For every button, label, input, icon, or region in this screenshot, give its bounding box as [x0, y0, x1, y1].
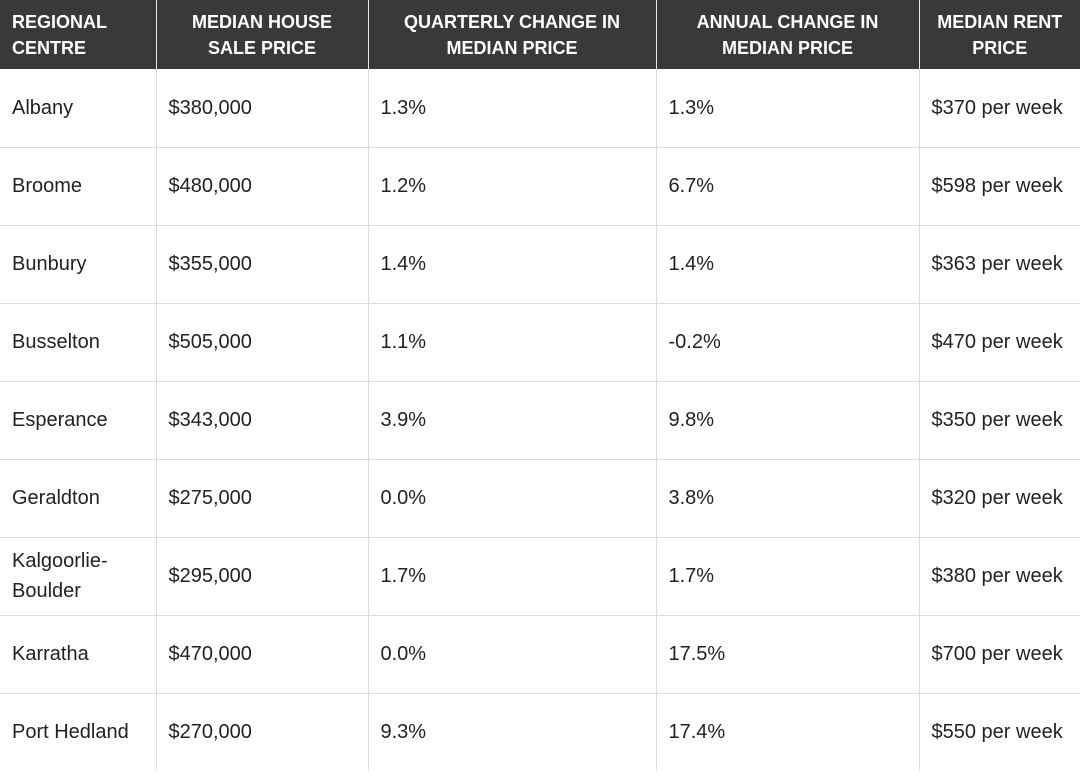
table-row: Albany $380,000 1.3% 1.3% $370 per week	[0, 69, 1080, 147]
cell-annual-change: 1.7%	[656, 537, 919, 615]
cell-quarterly-change: 0.0%	[368, 615, 656, 693]
table-row: Karratha $470,000 0.0% 17.5% $700 per we…	[0, 615, 1080, 693]
header-annual-change: ANNUAL CHANGE IN MEDIAN PRICE	[656, 0, 919, 69]
cell-annual-change: 1.4%	[656, 225, 919, 303]
table-row: Broome $480,000 1.2% 6.7% $598 per week	[0, 147, 1080, 225]
cell-median-rent-price: $370 per week	[919, 69, 1080, 147]
cell-median-house-sale-price: $343,000	[156, 381, 368, 459]
cell-median-rent-price: $598 per week	[919, 147, 1080, 225]
cell-median-house-sale-price: $355,000	[156, 225, 368, 303]
table-header: REGIONAL CENTRE MEDIAN HOUSE SALE PRICE …	[0, 0, 1080, 69]
cell-regional-centre: Esperance	[0, 381, 156, 459]
cell-regional-centre: Karratha	[0, 615, 156, 693]
cell-median-rent-price: $380 per week	[919, 537, 1080, 615]
cell-median-rent-price: $320 per week	[919, 459, 1080, 537]
cell-median-house-sale-price: $505,000	[156, 303, 368, 381]
cell-median-rent-price: $350 per week	[919, 381, 1080, 459]
cell-median-rent-price: $470 per week	[919, 303, 1080, 381]
cell-quarterly-change: 1.7%	[368, 537, 656, 615]
header-regional-centre: REGIONAL CENTRE	[0, 0, 156, 69]
cell-quarterly-change: 1.3%	[368, 69, 656, 147]
cell-median-rent-price: $363 per week	[919, 225, 1080, 303]
cell-median-house-sale-price: $275,000	[156, 459, 368, 537]
table-body: Albany $380,000 1.3% 1.3% $370 per week …	[0, 69, 1080, 771]
cell-median-house-sale-price: $295,000	[156, 537, 368, 615]
cell-median-house-sale-price: $270,000	[156, 693, 368, 771]
cell-quarterly-change: 9.3%	[368, 693, 656, 771]
header-quarterly-change: QUARTERLY CHANGE IN MEDIAN PRICE	[368, 0, 656, 69]
cell-median-house-sale-price: $380,000	[156, 69, 368, 147]
cell-median-rent-price: $550 per week	[919, 693, 1080, 771]
cell-regional-centre: Broome	[0, 147, 156, 225]
cell-quarterly-change: 1.1%	[368, 303, 656, 381]
cell-regional-centre: Kalgoorlie-Boulder	[0, 537, 156, 615]
cell-regional-centre: Bunbury	[0, 225, 156, 303]
cell-quarterly-change: 0.0%	[368, 459, 656, 537]
table-row: Kalgoorlie-Boulder $295,000 1.7% 1.7% $3…	[0, 537, 1080, 615]
cell-median-house-sale-price: $480,000	[156, 147, 368, 225]
cell-quarterly-change: 1.4%	[368, 225, 656, 303]
cell-regional-centre: Albany	[0, 69, 156, 147]
cell-annual-change: 9.8%	[656, 381, 919, 459]
table-row: Busselton $505,000 1.1% -0.2% $470 per w…	[0, 303, 1080, 381]
cell-median-rent-price: $700 per week	[919, 615, 1080, 693]
cell-annual-change: 17.5%	[656, 615, 919, 693]
header-median-rent-price: MEDIAN RENT PRICE	[919, 0, 1080, 69]
regional-price-table: REGIONAL CENTRE MEDIAN HOUSE SALE PRICE …	[0, 0, 1080, 771]
cell-annual-change: 1.3%	[656, 69, 919, 147]
cell-median-house-sale-price: $470,000	[156, 615, 368, 693]
header-row: REGIONAL CENTRE MEDIAN HOUSE SALE PRICE …	[0, 0, 1080, 69]
cell-quarterly-change: 3.9%	[368, 381, 656, 459]
table-row: Bunbury $355,000 1.4% 1.4% $363 per week	[0, 225, 1080, 303]
header-median-house-sale-price: MEDIAN HOUSE SALE PRICE	[156, 0, 368, 69]
table-row: Geraldton $275,000 0.0% 3.8% $320 per we…	[0, 459, 1080, 537]
cell-regional-centre: Geraldton	[0, 459, 156, 537]
cell-regional-centre: Port Hedland	[0, 693, 156, 771]
cell-annual-change: -0.2%	[656, 303, 919, 381]
table-row: Port Hedland $270,000 9.3% 17.4% $550 pe…	[0, 693, 1080, 771]
cell-annual-change: 17.4%	[656, 693, 919, 771]
table-row: Esperance $343,000 3.9% 9.8% $350 per we…	[0, 381, 1080, 459]
cell-quarterly-change: 1.2%	[368, 147, 656, 225]
cell-annual-change: 3.8%	[656, 459, 919, 537]
cell-annual-change: 6.7%	[656, 147, 919, 225]
cell-regional-centre: Busselton	[0, 303, 156, 381]
